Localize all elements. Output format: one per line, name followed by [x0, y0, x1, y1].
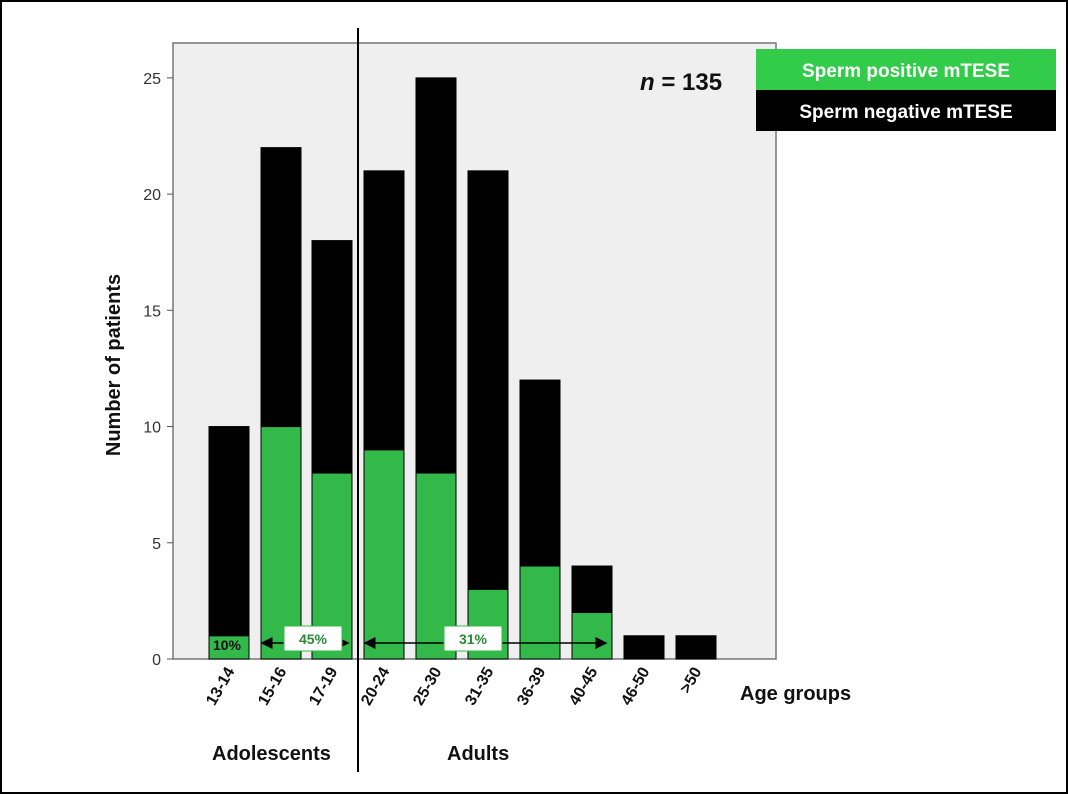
bar-positive-36-39 — [519, 565, 561, 660]
percent-box-45 — [283, 625, 343, 652]
legend-label-negative: Sperm negative mTESE — [799, 102, 1012, 123]
x-tick-label: 36-39 — [514, 664, 549, 708]
bar-positive-15-16 — [260, 426, 302, 660]
sample-size-value: = 135 — [655, 69, 722, 96]
y-tick-label: 25 — [143, 71, 161, 88]
bar-negative-46-50 — [623, 635, 665, 660]
legend: Sperm positive mTESE Sperm negative mTES… — [756, 49, 1056, 131]
group-label-adolescents: Adolescents — [212, 743, 331, 765]
bar-negative-31-35 — [467, 170, 509, 590]
percent-annotation-45: 45% — [260, 625, 350, 652]
x-tick-label: 17-19 — [306, 664, 341, 708]
bar-negative-36-39 — [519, 379, 561, 567]
y-tick-label: 20 — [143, 187, 161, 204]
y-tick-label: 0 — [152, 652, 161, 669]
legend-swatch-positive — [756, 49, 1056, 90]
bar-negative-40-45 — [571, 565, 613, 614]
x-tick-label: 13-14 — [203, 664, 238, 708]
y-tick-label: 10 — [143, 420, 161, 437]
x-tick-label: 40-45 — [566, 664, 601, 708]
bar-negative-25-30 — [415, 77, 457, 474]
percent-annotation-31: 31% — [363, 625, 608, 652]
percent-label-31: 31% — [459, 631, 488, 647]
percent-label-45: 45% — [299, 631, 328, 647]
percent-annotation-10: 10% — [213, 637, 242, 653]
x-tick-label: 46-50 — [618, 664, 653, 708]
sample-size-annotation: n = 135 — [640, 69, 722, 96]
legend-swatch-negative — [756, 90, 1056, 131]
x-tick-label: 31-35 — [462, 664, 497, 708]
bar-negative-13-14 — [208, 426, 250, 637]
y-axis-label: Number of patients — [103, 274, 125, 456]
group-label-adults: Adults — [447, 743, 509, 765]
percent-label-10: 10% — [213, 637, 242, 653]
bar-positive-20-24 — [363, 449, 405, 660]
y-tick-label: 15 — [143, 303, 161, 320]
x-axis-label: Age groups — [740, 683, 851, 705]
bar-negative-gt50 — [675, 635, 717, 660]
x-tick-label: 15-16 — [255, 664, 290, 708]
bar-negative-17-19 — [311, 240, 353, 474]
y-tick-label: 5 — [152, 536, 161, 553]
legend-label-positive: Sperm positive mTESE — [802, 61, 1010, 82]
x-tick-label: 25-30 — [410, 664, 445, 708]
x-tick-label: >50 — [677, 664, 705, 696]
bar-negative-20-24 — [363, 170, 405, 451]
x-tick-label: 20-24 — [358, 664, 393, 708]
bar-negative-15-16 — [260, 147, 302, 428]
sample-size-n: n — [640, 69, 655, 96]
bar-positive-40-45 — [571, 612, 613, 660]
percent-box-31 — [443, 625, 503, 652]
